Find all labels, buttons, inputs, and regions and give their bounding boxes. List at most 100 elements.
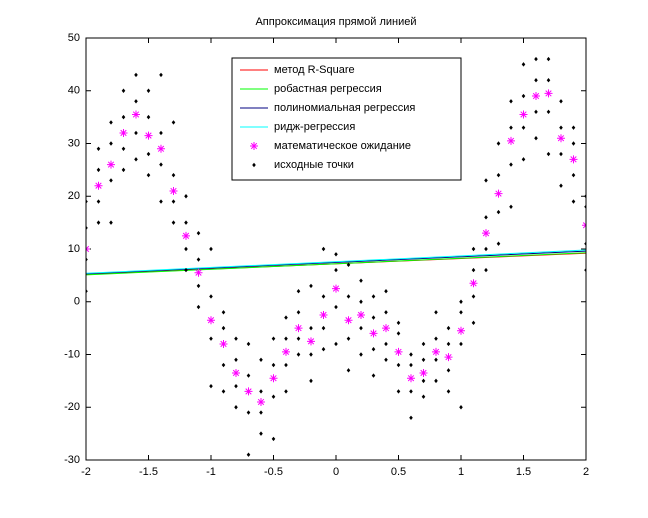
dot <box>446 368 451 373</box>
dot <box>209 294 213 299</box>
asterisk <box>444 353 453 362</box>
dot <box>96 146 101 151</box>
dot <box>96 199 101 204</box>
asterisk <box>107 160 115 169</box>
dot <box>234 336 238 341</box>
dot <box>159 72 163 78</box>
dot <box>384 341 388 347</box>
dot <box>471 246 476 252</box>
dot <box>559 151 563 157</box>
y-tick-label: 50 <box>68 32 80 44</box>
dot <box>546 151 551 157</box>
x-tick-label: -0.5 <box>264 466 283 478</box>
dot <box>159 130 163 136</box>
dot <box>521 157 526 162</box>
asterisk <box>519 110 528 119</box>
dot <box>509 125 513 130</box>
dot <box>109 141 113 146</box>
dot <box>471 320 476 326</box>
asterisk <box>282 347 290 356</box>
asterisk <box>344 316 353 325</box>
dot <box>496 209 501 215</box>
dot <box>509 99 513 104</box>
dot <box>434 310 438 315</box>
dot <box>309 283 313 289</box>
dot <box>484 178 488 183</box>
dot <box>259 431 263 436</box>
asterisk <box>357 310 365 319</box>
dot <box>296 289 301 294</box>
y-tick-label: 0 <box>74 296 80 308</box>
legend-box <box>231 57 462 181</box>
dot <box>146 172 151 178</box>
dot <box>421 357 426 362</box>
dot <box>421 341 426 347</box>
asterisk <box>207 316 215 325</box>
dot <box>96 220 101 225</box>
dot <box>221 362 226 368</box>
dot <box>409 389 413 394</box>
dot <box>346 294 351 299</box>
dot <box>571 199 576 204</box>
legend-label: робастная регрессия <box>274 83 382 95</box>
dot <box>546 109 551 115</box>
y-tick-label: -10 <box>64 348 80 360</box>
dot <box>371 373 376 378</box>
dot <box>221 389 226 394</box>
dot <box>159 199 163 204</box>
asterisk <box>557 134 565 143</box>
dot <box>246 452 251 457</box>
dot <box>184 194 188 199</box>
dot <box>309 378 313 384</box>
asterisk <box>144 131 153 140</box>
dot <box>396 320 401 326</box>
dot <box>359 352 363 357</box>
dot <box>271 336 276 341</box>
dot <box>346 368 351 373</box>
dot <box>209 336 213 341</box>
asterisk <box>132 110 140 119</box>
dot <box>459 341 463 347</box>
dot <box>209 246 213 252</box>
dot <box>346 336 351 341</box>
dot <box>459 299 463 304</box>
dot <box>234 405 238 410</box>
dot <box>496 172 501 178</box>
asterisk <box>294 324 303 333</box>
x-tick-label: -1.5 <box>139 466 158 478</box>
dot <box>396 362 401 368</box>
dot <box>359 299 363 304</box>
dot <box>284 315 288 320</box>
dot <box>371 347 376 352</box>
x-tick-label: 0 <box>333 466 339 478</box>
dot <box>546 56 551 62</box>
legend-label: метод R-Square <box>274 64 355 76</box>
legend-label: математическое ожидание <box>274 140 411 152</box>
y-tick-label: 20 <box>68 190 80 202</box>
dot <box>471 294 476 299</box>
dot <box>184 267 188 273</box>
dot <box>521 62 526 67</box>
dot <box>421 378 426 384</box>
dot <box>321 325 326 331</box>
asterisk <box>182 231 190 240</box>
asterisk <box>169 186 178 195</box>
dot <box>209 383 213 389</box>
dot <box>496 241 501 246</box>
dot <box>134 99 138 104</box>
dot <box>459 405 463 410</box>
asterisk <box>569 155 578 164</box>
x-tick-label: -2 <box>81 466 91 478</box>
dot <box>271 394 276 399</box>
dot <box>134 157 138 162</box>
asterisk <box>382 324 390 333</box>
dot <box>346 262 351 268</box>
dot <box>309 325 313 331</box>
dot <box>309 352 313 357</box>
asterisk <box>332 284 340 293</box>
y-tick-label: 30 <box>68 137 80 149</box>
dot <box>196 257 201 262</box>
dot <box>171 199 176 204</box>
dot <box>484 246 488 252</box>
dot <box>196 304 201 310</box>
